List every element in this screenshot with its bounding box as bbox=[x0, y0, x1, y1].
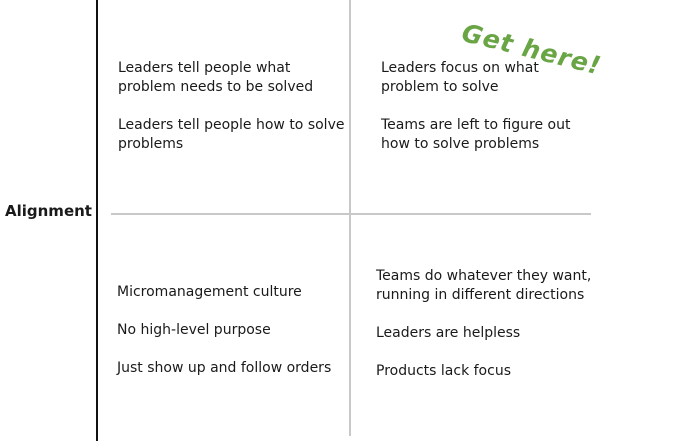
top-left-item-1-line-2: problem needs to be solved bbox=[118, 79, 314, 95]
bottom-left-item-3: Just show up and follow orders bbox=[117, 360, 332, 376]
bottom-right-item-3: Products lack focus bbox=[376, 363, 511, 379]
top-left-item-2-line-2: problems bbox=[118, 136, 184, 152]
quadrant-divider-vertical bbox=[349, 0, 351, 436]
quadrant-divider-horizontal bbox=[111, 213, 591, 215]
bottom-left-item-2: No high-level purpose bbox=[117, 322, 271, 338]
top-right-item-2-line-2: how to solve problems bbox=[381, 136, 540, 152]
bottom-left-item-1: Micromanagement culture bbox=[117, 284, 302, 300]
bottom-right-item-2: Leaders are helpless bbox=[376, 325, 521, 341]
top-right-item-2-line-1: Teams are left to figure out bbox=[381, 117, 571, 133]
top-right-item-1-line-2: problem to solve bbox=[381, 79, 499, 95]
bottom-right-item-1-line-2: running in different directions bbox=[376, 287, 585, 303]
top-left-item-2-line-1: Leaders tell people how to solve bbox=[118, 117, 345, 133]
axis-label-alignment: Alignment bbox=[5, 202, 92, 220]
top-right-item-1-line-1: Leaders focus on what bbox=[381, 60, 539, 76]
top-left-item-1-line-1: Leaders tell people what bbox=[118, 60, 291, 76]
vertical-axis-line bbox=[96, 0, 98, 441]
bottom-right-item-1-line-1: Teams do whatever they want, bbox=[376, 268, 592, 284]
